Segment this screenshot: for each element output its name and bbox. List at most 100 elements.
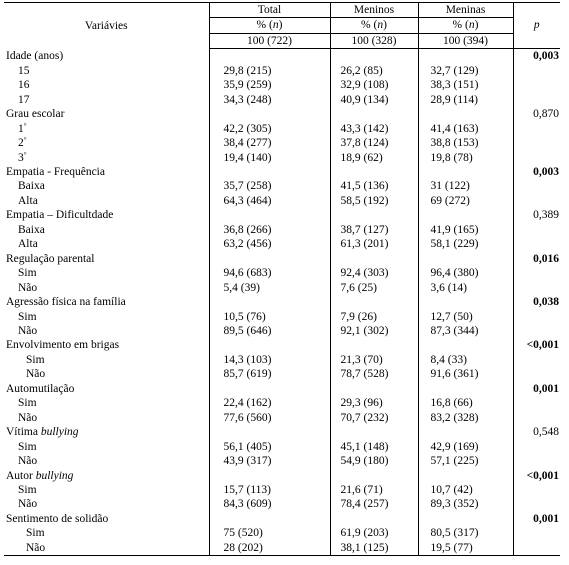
table-row: Não 43,9 (317) 54,9 (180) 57,1 (225) <box>4 454 560 469</box>
category-label: Baixa <box>4 222 210 238</box>
group-label: Envolvimento em brigas <box>4 338 210 353</box>
cell-boys: 41,5 (136) <box>330 179 419 194</box>
p-value: 0,001 <box>533 512 559 525</box>
group-row: Sentimento de solidão 0,001 <box>4 511 560 527</box>
cell-girls: 38,3 (151) <box>418 78 514 93</box>
cell-total: 84,3 (609) <box>209 497 331 512</box>
group-row: Automutilação 0,001 <box>4 381 560 397</box>
group-row: Autor bullying <0,001 <box>4 468 560 483</box>
column-header-total: Total <box>209 1 331 19</box>
category-label: Alta <box>4 237 210 252</box>
group-label: Empatia – Dificultdade <box>4 208 210 223</box>
p-value-header-cell <box>513 1 560 18</box>
cell-girls: 96,4 (380) <box>418 266 514 281</box>
group-label: Agressão física na família <box>4 295 210 310</box>
category-label: 16 <box>4 78 210 93</box>
table-row: 1° 42,2 (305) 43,3 (142) 41,4 (163) <box>4 121 560 137</box>
cell-girls: 32,7 (129) <box>418 63 514 79</box>
category-label: Não <box>4 280 210 296</box>
table-row: Não 28 (202) 38,1 (125) 19,5 (77) <box>4 540 560 557</box>
cell-boys: 37,8 (124) <box>330 136 419 151</box>
cell-girls: 19,5 (77) <box>418 540 514 557</box>
group-row: Agressão física na família 0,038 <box>4 295 560 310</box>
category-label: Baixa <box>4 179 210 194</box>
cell-girls: 91,6 (361) <box>418 367 514 382</box>
table-row: Alta 63,2 (456) 61,3 (201) 58,1 (229) <box>4 237 560 252</box>
cell-girls: 3,6 (14) <box>418 280 514 296</box>
cell-total: 10,5 (76) <box>209 309 331 324</box>
p-value: 0,038 <box>533 296 559 309</box>
cell-girls: 87,3 (344) <box>418 323 514 339</box>
group-label: Idade (anos) <box>4 48 210 64</box>
group-row: Grau escolar 0,870 <box>4 107 560 122</box>
cell-total: 89,5 (646) <box>209 323 331 339</box>
cell-boys: 7,6 (25) <box>330 280 419 296</box>
table-row: Baixa 36,8 (266) 38,7 (127) 41,9 (165) <box>4 222 560 238</box>
category-label: Sim <box>4 309 210 324</box>
table-row: Sim 75 (520) 61,9 (203) 80,5 (317) <box>4 526 560 541</box>
p-value: 0,389 <box>533 209 559 222</box>
p-value: 0,870 <box>533 108 559 121</box>
results-table: Variávies Total Meninos Meninas % (n) % … <box>4 1 560 557</box>
table-row: Sim 14,3 (103) 21,3 (70) 8,4 (33) <box>4 352 560 368</box>
p-value: <0,001 <box>526 469 559 482</box>
table-row: 2° 38,4 (277) 37,8 (124) 38,8 (153) <box>4 136 560 151</box>
cell-girls: 58,1 (229) <box>418 237 514 252</box>
category-label: Sim <box>4 482 210 498</box>
cell-boys: 38,1 (125) <box>330 540 419 557</box>
column-header-girls: Meninas <box>418 1 514 19</box>
cell-boys: 54,9 (180) <box>330 454 419 469</box>
p-value: 0,016 <box>533 252 559 265</box>
table-header: Variávies Total Meninos Meninas % (n) % … <box>4 1 560 50</box>
cell-total: 22,4 (162) <box>209 396 331 411</box>
metric-label-girls: % (n) <box>418 17 514 34</box>
category-label: Sim <box>4 396 210 411</box>
p-value: <0,001 <box>526 339 559 352</box>
cell-boys: 29,3 (96) <box>330 396 419 411</box>
table-row: Sim 15,7 (113) 21,6 (71) 10,7 (42) <box>4 482 560 498</box>
table-row: Não 5,4 (39) 7,6 (25) 3,6 (14) <box>4 280 560 296</box>
category-label: Não <box>4 367 210 382</box>
cell-boys: 21,3 (70) <box>330 352 419 368</box>
cell-total: 42,2 (305) <box>209 121 331 137</box>
table-row: Sim 10,5 (76) 7,9 (26) 12,7 (50) <box>4 309 560 324</box>
p-value-header: p <box>533 19 540 32</box>
cell-boys: 43,3 (142) <box>330 121 419 137</box>
category-label: Sim <box>4 266 210 281</box>
table-row: Sim 56,1 (405) 45,1 (148) 42,9 (169) <box>4 439 560 455</box>
category-label: 2° <box>4 136 210 151</box>
category-label: Sim <box>4 526 210 541</box>
table-row: 3° 19,4 (140) 18,9 (62) 19,8 (78) <box>4 150 560 165</box>
total-n-girls: 100 (394) <box>418 33 514 50</box>
table-row: Sim 22,4 (162) 29,3 (96) 16,8 (66) <box>4 396 560 411</box>
category-label: Não <box>4 454 210 469</box>
cell-girls: 28,9 (114) <box>418 92 514 108</box>
total-n-total: 100 (722) <box>209 33 331 50</box>
cell-total: 35,9 (259) <box>209 78 331 93</box>
cell-boys: 58,5 (192) <box>330 193 419 209</box>
cell-girls: 41,9 (165) <box>418 222 514 238</box>
cell-boys: 70,7 (232) <box>330 410 419 426</box>
group-label: Empatia - Frequência <box>4 164 210 180</box>
cell-total: 75 (520) <box>209 526 331 541</box>
p-value: 0,003 <box>533 165 559 178</box>
metric-label-boys: % (n) <box>330 17 419 34</box>
category-label: 1° <box>4 121 210 137</box>
group-row: Regulação parental 0,016 <box>4 251 560 267</box>
category-label: Sim <box>4 439 210 455</box>
cell-boys: 92,1 (302) <box>330 323 419 339</box>
group-row: Empatia – Dificultdade 0,389 <box>4 208 560 223</box>
group-label: Automutilação <box>4 381 210 397</box>
group-label: Regulação parental <box>4 251 210 267</box>
cell-boys: 92,4 (303) <box>330 266 419 281</box>
cell-total: 14,3 (103) <box>209 352 331 368</box>
cell-girls: 57,1 (225) <box>418 454 514 469</box>
category-label: 17 <box>4 92 210 108</box>
table-row: Alta 64,3 (464) 58,5 (192) 69 (272) <box>4 193 560 209</box>
group-row: Empatia - Frequência 0,003 <box>4 164 560 180</box>
table-row: 16 35,9 (259) 32,9 (108) 38,3 (151) <box>4 78 560 93</box>
cell-total: 35,7 (258) <box>209 179 331 194</box>
category-label: Alta <box>4 193 210 209</box>
table-row: Baixa 35,7 (258) 41,5 (136) 31 (122) <box>4 179 560 194</box>
category-label: 15 <box>4 63 210 79</box>
